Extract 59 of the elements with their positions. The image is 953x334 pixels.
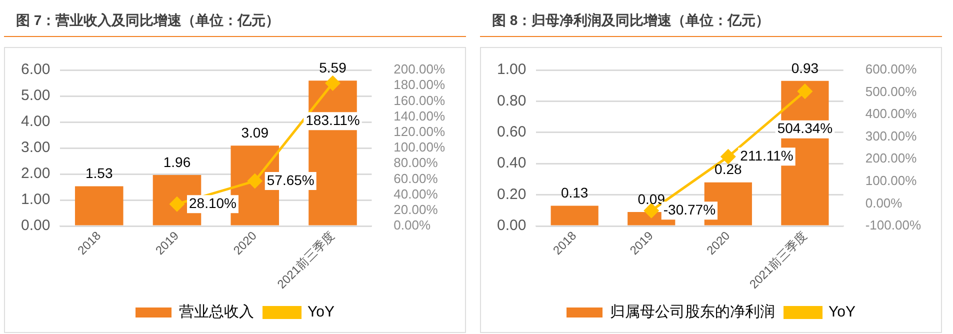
- y2-tick-label: 40.00%: [394, 186, 438, 202]
- y-tick-label: 0.00: [496, 217, 526, 234]
- legend-label: 营业总收入: [179, 304, 254, 321]
- y2-tick-label: 100.00%: [865, 173, 918, 188]
- y2-tick-label: 600.00%: [865, 62, 918, 77]
- y-tick-label: 4.00: [20, 113, 50, 130]
- y2-tick-label: 20.00%: [394, 202, 438, 217]
- y-tick-label: 6.00: [20, 61, 50, 78]
- data-label: 183.11%: [306, 112, 360, 128]
- data-label: 504.34%: [777, 120, 833, 136]
- chart-title: 图 8：归母净利润及同比增速（单位：亿元）: [480, 0, 942, 37]
- data-label: 0.93: [791, 60, 819, 76]
- y2-tick-label: 180.00%: [394, 77, 446, 92]
- data-label: 0.28: [714, 161, 742, 178]
- y-tick-label: 5.00: [20, 87, 50, 104]
- y2-tick-label: 300.00%: [865, 128, 918, 144]
- data-label: 57.65%: [266, 172, 314, 188]
- y-tick-label: 0.60: [496, 124, 526, 141]
- data-label: 211.11%: [740, 148, 794, 164]
- chart-title: 图 7：营业收入及同比增速（单位：亿元）: [4, 0, 466, 37]
- point: [720, 149, 736, 164]
- point: [248, 174, 262, 188]
- y2-tick-label: 400.00%: [865, 106, 918, 122]
- point: [325, 76, 340, 90]
- bar: [550, 206, 598, 226]
- y2-tick-label: 100.00%: [394, 140, 446, 155]
- y2-tick-label: 120.00%: [394, 124, 446, 139]
- y2-tick-label: 160.00%: [394, 92, 446, 108]
- data-label: 3.09: [241, 124, 269, 141]
- y2-tick-label: 80.00%: [394, 155, 438, 170]
- data-label: 28.10%: [189, 194, 236, 211]
- y2-tick-label: 140.00%: [394, 108, 446, 124]
- y-tick-label: 0.00: [20, 217, 50, 234]
- y-tick-label: 0.80: [496, 92, 526, 110]
- data-label: 0.09: [638, 190, 666, 207]
- point: [644, 203, 659, 218]
- data-label: 1.53: [86, 165, 113, 182]
- y2-tick-label: -100.00%: [865, 218, 922, 233]
- legend-label: 归属母公司股东的净利润: [610, 304, 776, 321]
- y-tick-label: 1.00: [20, 191, 50, 208]
- y2-tick-label: 0.00%: [394, 218, 431, 233]
- point: [798, 84, 812, 99]
- y-tick-label: 2.00: [20, 165, 50, 182]
- legend-label: YoY: [308, 304, 334, 321]
- y2-tick-label: 500.00%: [865, 84, 918, 99]
- legend-label: YoY: [828, 304, 856, 321]
- y-tick-label: 0.20: [496, 186, 526, 203]
- data-label: 0.13: [560, 184, 588, 201]
- data-label: -30.77%: [663, 201, 716, 218]
- bar: [74, 186, 124, 226]
- y-tick-label: 0.40: [496, 154, 526, 172]
- y2-tick-label: 200.00%: [865, 150, 918, 166]
- y2-tick-label: 60.00%: [394, 170, 438, 186]
- y-tick-label: 1.00: [496, 61, 526, 78]
- data-label: 1.96: [163, 154, 191, 170]
- y2-tick-label: 200.00%: [394, 62, 446, 77]
- data-label: 5.59: [319, 60, 347, 76]
- y-tick-label: 3.00: [20, 139, 50, 156]
- y2-tick-label: 0.00%: [865, 195, 903, 210]
